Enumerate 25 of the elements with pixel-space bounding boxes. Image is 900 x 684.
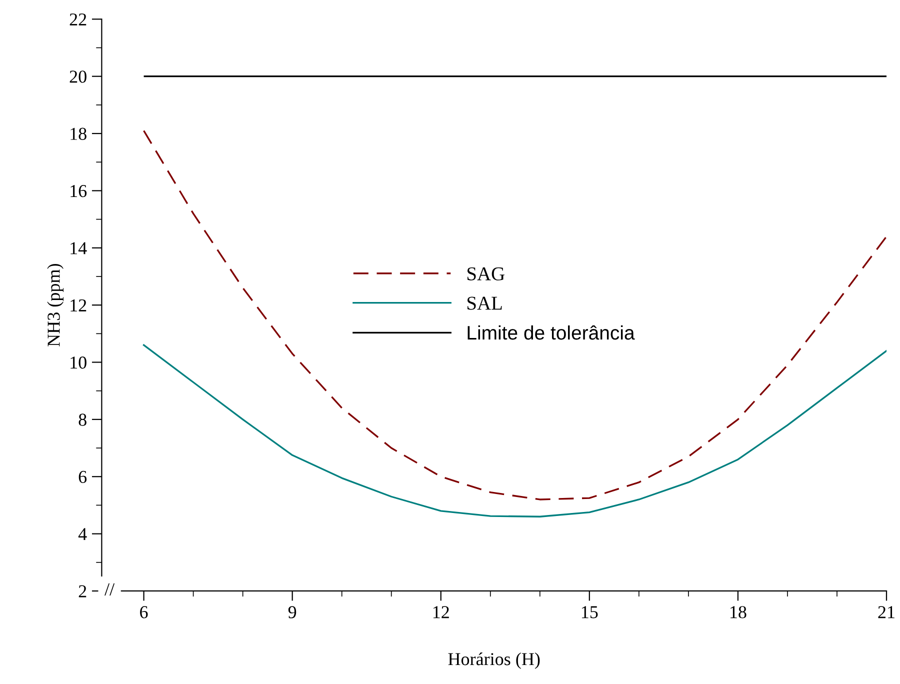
y-tick-label: 22 [70,13,86,26]
y-axis-title: NH3 (ppm) [47,264,64,346]
y-tick-label: 2 [78,585,86,598]
y-tick-label: 12 [70,299,86,312]
y-tick-label: 10 [70,356,86,369]
x-tick-label: 21 [878,606,894,618]
x-tick-label: 6 [140,606,148,618]
x-tick-label: 18 [730,606,746,618]
line-series [142,344,886,518]
y-tick-label: 8 [78,414,86,426]
x-tick-label: 12 [433,606,449,618]
y-tick-label: 20 [70,70,86,83]
legend-label: SAG [467,267,504,280]
y-tick-label: 18 [70,128,86,140]
y-tick-label: 16 [70,185,87,198]
x-tick-label: 15 [582,606,598,618]
x-axis-title: Horários (H) [448,652,540,669]
line-series [142,130,886,500]
y-tick-label: 14 [70,242,87,254]
y-tick-label: 4 [78,528,87,540]
legend-label: SAL [467,296,502,310]
legend-label: Limite de tolerância [468,325,635,340]
x-tick-label: 9 [288,606,296,618]
y-tick-label: 6 [78,470,87,484]
annotation: // [104,583,115,596]
